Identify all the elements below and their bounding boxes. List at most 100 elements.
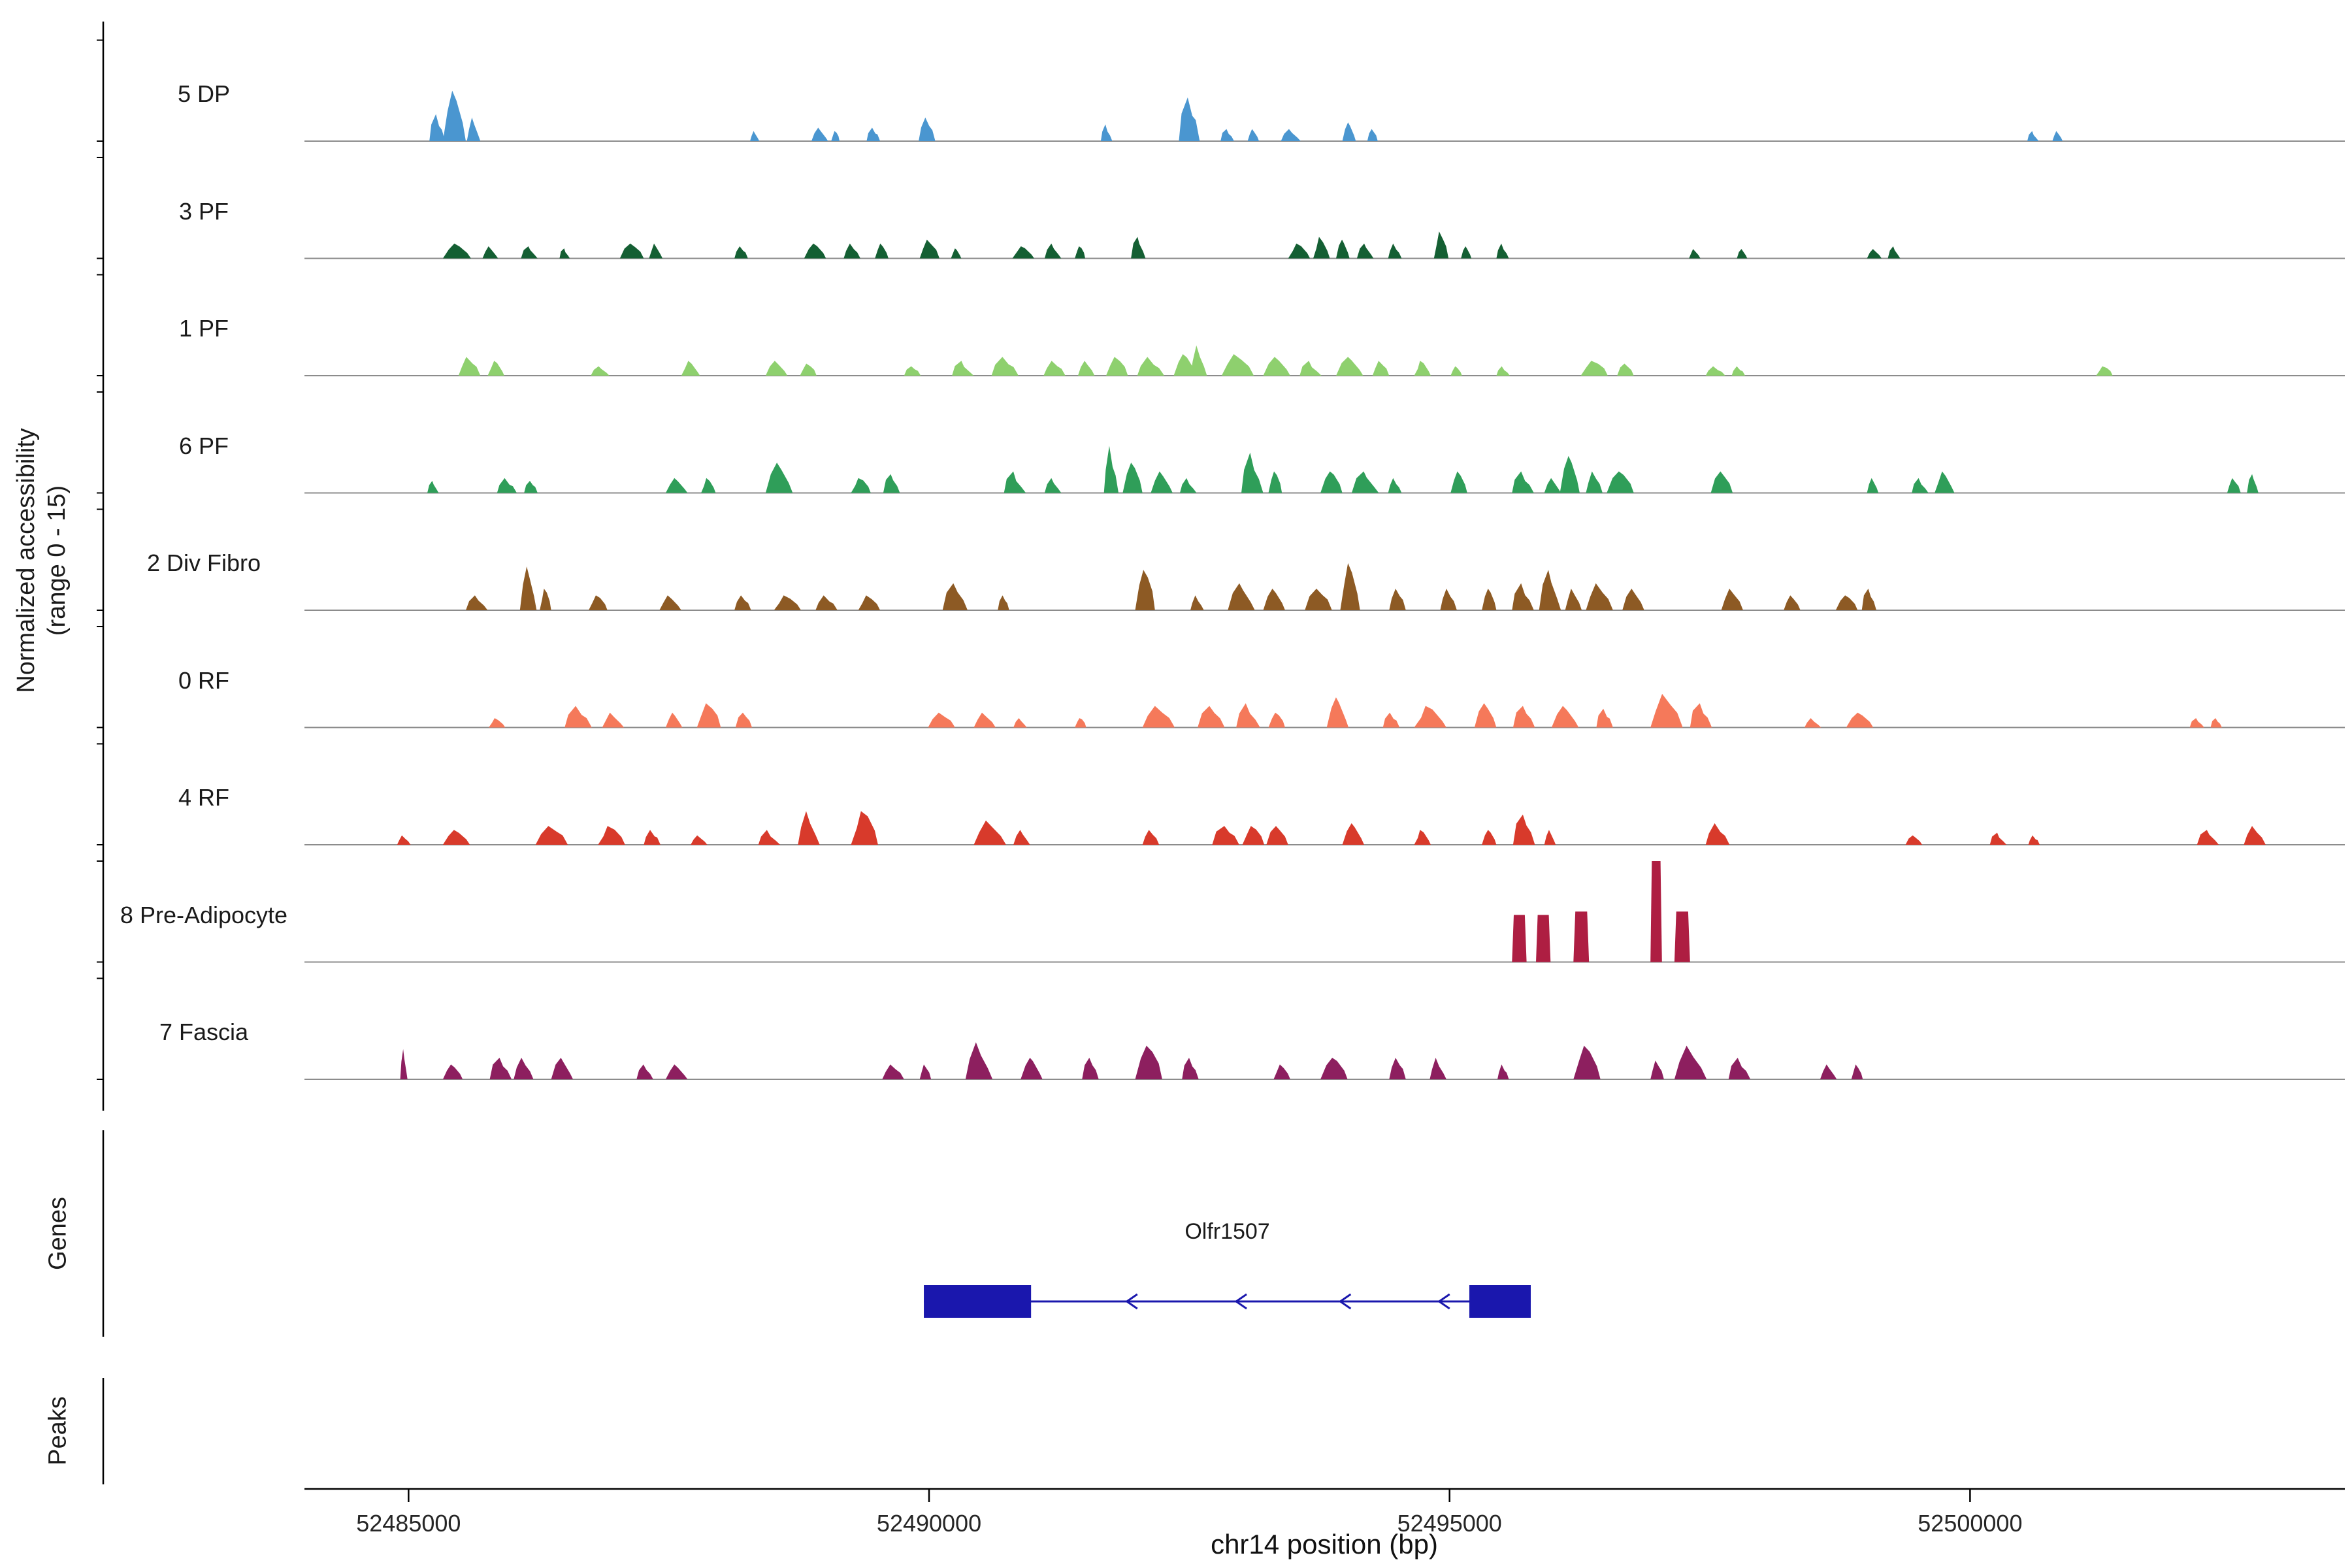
signal-peak — [1482, 830, 1497, 845]
signal-peak — [1414, 830, 1431, 845]
signal-peak — [1496, 366, 1511, 376]
track-label-1-pf: 1 PF — [178, 315, 229, 342]
signal-peak — [1414, 361, 1431, 376]
signal-peak — [1242, 826, 1265, 845]
track-label-5-dp: 5 DP — [177, 80, 231, 107]
signal-peak — [564, 706, 592, 728]
track-label-4-rf: 4 RF — [178, 784, 230, 811]
signal-peak — [1268, 471, 1282, 493]
signal-peak — [665, 712, 683, 728]
signal-peak — [973, 712, 996, 728]
signal-peak — [1182, 1058, 1199, 1079]
signal-peak — [1705, 823, 1730, 845]
signal-peak — [442, 830, 470, 845]
signal-peak — [649, 243, 663, 259]
signal-peak — [1544, 478, 1561, 493]
signal-peak — [1241, 452, 1264, 493]
signal-peak — [2197, 830, 2219, 845]
signal-peak — [1004, 471, 1026, 493]
signal-peak — [1388, 478, 1402, 493]
signal-peak — [1705, 366, 1725, 376]
signal-peak — [1573, 911, 1590, 962]
signal-peak — [521, 246, 538, 259]
signal-peak — [1135, 570, 1155, 610]
signal-peak — [1861, 589, 1876, 610]
signal-peak — [427, 481, 439, 493]
signal-peak — [1846, 712, 1874, 728]
signal-peak — [1512, 706, 1535, 728]
signal-peak — [1320, 471, 1343, 493]
signal-peak — [1100, 124, 1113, 141]
signal-peak — [1190, 595, 1204, 610]
signal-peak — [774, 595, 801, 610]
signal-peak — [1440, 589, 1457, 610]
signal-peak — [815, 595, 838, 610]
signal-peak — [1082, 1058, 1099, 1079]
signal-peak — [1551, 706, 1579, 728]
signal-peak — [1586, 471, 1603, 493]
signal-peak — [765, 361, 788, 376]
signal-peak — [1367, 129, 1378, 141]
signal-peak — [2247, 474, 2259, 493]
signal-peak — [1212, 826, 1239, 845]
signal-peak — [1382, 712, 1400, 728]
signal-peak — [1122, 463, 1143, 493]
signal-peak — [1013, 718, 1027, 728]
signal-peak — [466, 595, 488, 610]
signal-peak — [1497, 1064, 1509, 1079]
signal-peak — [489, 718, 506, 728]
y-axis-label-line2: (range 0 - 15) — [43, 485, 71, 636]
signal-peak — [1288, 243, 1311, 259]
signal-peak — [1266, 826, 1288, 845]
signal-peak — [1474, 703, 1497, 728]
strand-arrow — [1338, 1293, 1352, 1310]
signal-peak — [831, 131, 840, 141]
gene-name-label: Olfr1507 — [1184, 1219, 1270, 1244]
signal-peak — [1414, 706, 1446, 728]
signal-peak — [1075, 246, 1085, 259]
signal-peak — [659, 595, 681, 610]
signal-peak — [489, 1058, 512, 1079]
signal-peak — [1012, 246, 1034, 259]
genes-section-label: Genes — [44, 1197, 72, 1270]
signal-peak — [458, 357, 481, 376]
signal-peak — [1586, 583, 1613, 610]
signal-peak — [1356, 243, 1374, 259]
signal-peak — [973, 820, 1006, 845]
signal-peak — [1573, 1045, 1601, 1079]
signal-peak — [1077, 361, 1095, 376]
signal-peak — [1728, 1058, 1751, 1079]
signal-peak — [800, 363, 817, 376]
signal-peak — [442, 243, 471, 259]
signal-peak — [1512, 814, 1535, 845]
signal-peak — [514, 1058, 534, 1079]
x-axis-title: chr14 position (bp) — [1211, 1529, 1438, 1560]
signal-peak — [2028, 835, 2040, 845]
signal-peak — [1539, 570, 1561, 610]
signal-peak — [429, 114, 446, 141]
signal-peak — [1690, 703, 1712, 728]
signal-peak — [1650, 694, 1683, 728]
signal-peak — [2227, 478, 2241, 493]
signal-peak — [2210, 718, 2222, 728]
signal-peak — [1887, 246, 1901, 259]
x-tick-label: 52485000 — [356, 1510, 461, 1537]
signal-peak — [696, 703, 721, 728]
signal-peak — [1433, 231, 1449, 259]
signal-peak — [1784, 595, 1801, 610]
signal-peak — [1281, 129, 1301, 141]
y-axis-label: Normalized accessibility (range 0 - 15) — [11, 428, 73, 693]
signal-peak — [1336, 239, 1350, 259]
signal-peak — [1867, 478, 1879, 493]
strand-arrow — [1125, 1293, 1138, 1310]
signal-peak — [1179, 97, 1200, 141]
signal-peak — [1326, 697, 1349, 728]
signal-peak — [482, 246, 498, 259]
signal-peak — [1320, 1058, 1348, 1079]
signal-peak — [1103, 446, 1119, 493]
signal-peak — [1044, 243, 1062, 259]
signal-peak — [636, 1064, 653, 1079]
signal-peak — [551, 1058, 574, 1079]
signal-peak — [2027, 131, 2039, 141]
signal-peak — [1220, 129, 1234, 141]
